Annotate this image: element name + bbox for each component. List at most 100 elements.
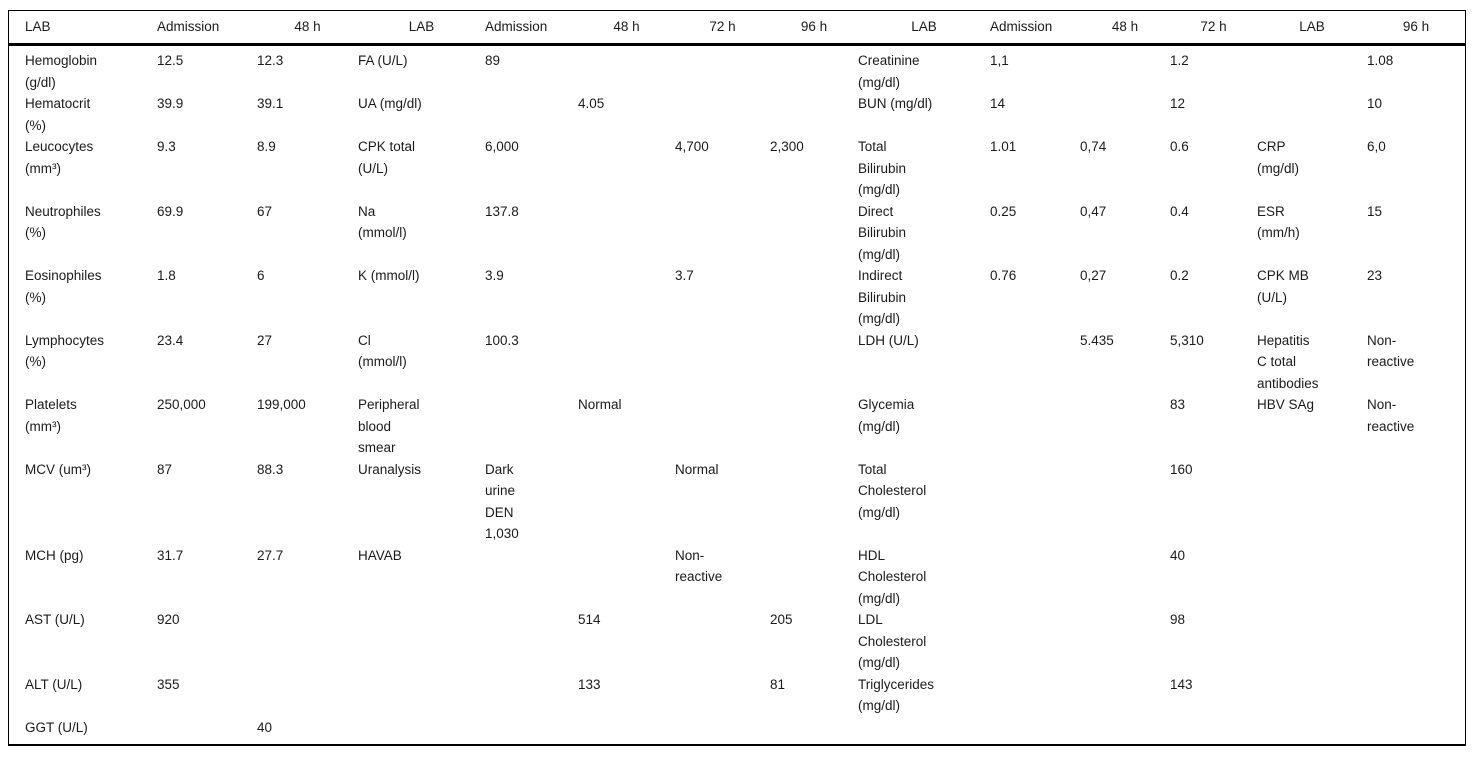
lab-cell	[1080, 609, 1170, 674]
lab-cell	[358, 674, 485, 717]
lab-cell	[1257, 609, 1367, 674]
lab-cell: 8.9	[257, 139, 276, 154]
lab-cell: K (mmol/l)	[358, 268, 420, 283]
lab-cell: Platelets (mm³)	[25, 397, 77, 434]
lab-table-body: Hemoglobin (g/dl) 12.5 12.3 FA (U/L) 89 Creat…	[9, 45, 1465, 745]
lab-row: GGT (U/L) 40	[9, 717, 1465, 745]
lab-cell	[675, 93, 770, 136]
lab-cell: 9.3	[157, 139, 176, 154]
lab-cell: Total Bilirubin (mg/dl)	[858, 139, 907, 197]
column-header: LAB	[358, 11, 485, 46]
lab-cell: 14	[990, 96, 1006, 111]
lab-cell: CPK MB (U/L)	[1257, 268, 1309, 305]
header-row: LAB Admission 48 h LAB Admission 48 h 72 h 96 h…	[9, 11, 1465, 46]
lab-cell: Hemoglobin (g/dl)	[25, 53, 98, 90]
column-header: LAB	[9, 11, 157, 46]
lab-cell: Hepatitis C total antibodies	[1257, 332, 1319, 391]
lab-cell: Direct Bilirubin (mg/dl)	[858, 203, 907, 262]
column-header: 48 h	[578, 11, 675, 46]
lab-cell: ALT (U/L)	[25, 676, 83, 692]
lab-cell	[675, 330, 770, 395]
lab-cell: 12	[1170, 96, 1186, 111]
lab-cell: 89	[485, 53, 501, 68]
lab-cell	[1257, 93, 1367, 136]
column-header: LAB	[1257, 11, 1367, 46]
lab-cell	[675, 201, 770, 266]
lab-cell: CPK total (U/L)	[358, 139, 416, 176]
lab-cell: Total Cholesterol (mg/dl)	[858, 461, 927, 520]
lab-cell: 23	[1367, 268, 1383, 283]
lab-cell	[1367, 609, 1465, 674]
lab-row: MCH (pg) 31.7 27.7 HAVAB Non- reactive HDL Ch…	[9, 545, 1465, 610]
lab-cell: 0,74	[1080, 139, 1107, 154]
lab-cell: Leucocytes (mm³)	[25, 139, 94, 176]
lab-cell: 40	[257, 719, 273, 735]
lab-row: Platelets (mm³) 250,000 199,000 Peripheral …	[9, 394, 1465, 459]
lab-cell: 98	[1170, 612, 1186, 627]
lab-cell: Uranalysis	[358, 461, 422, 477]
lab-cell	[578, 545, 675, 610]
lab-cell: 4,700	[675, 139, 709, 154]
lab-row: Hematocrit (%) 39.9 39.1 UA (mg/dl) 4.05 BUN …	[9, 93, 1465, 136]
lab-cell: 67	[257, 203, 273, 219]
lab-row: Leucocytes (mm³) 9.3 8.9 CPK total (U/L) 6,0…	[9, 136, 1465, 201]
lab-cell: ESR (mm/h)	[1257, 203, 1300, 241]
lab-cell	[770, 394, 858, 459]
lab-cell: 0.6	[1170, 139, 1189, 154]
lab-cell	[1080, 717, 1170, 745]
lab-cell: 2,300	[770, 139, 804, 154]
lab-cell: AST (U/L)	[25, 612, 85, 627]
lab-cell	[578, 201, 675, 266]
lab-cell: 0.76	[990, 268, 1017, 283]
lab-cell	[257, 674, 358, 717]
lab-cell	[1080, 93, 1170, 136]
lab-cell	[1080, 394, 1170, 459]
lab-cell	[1367, 674, 1465, 717]
lab-cell: 0,27	[1080, 268, 1107, 283]
lab-cell: 160	[1170, 461, 1193, 477]
lab-cell: CRP (mg/dl)	[1257, 139, 1300, 176]
lab-cell: 143	[1170, 676, 1193, 692]
lab-row: AST (U/L) 920 514 205 LDL Cholesterol (mg/dl…	[9, 609, 1465, 674]
lab-cell: Normal	[578, 397, 622, 412]
lab-cell	[578, 717, 675, 745]
lab-cell: 69.9	[157, 203, 184, 219]
lab-cell: 3.7	[675, 268, 694, 283]
lab-cell: Indirect Bilirubin (mg/dl)	[858, 268, 907, 326]
lab-cell: UA (mg/dl)	[358, 96, 422, 111]
lab-cell	[858, 717, 990, 745]
lab-cell: 81	[770, 676, 786, 692]
lab-cell: Non- reactive	[1367, 397, 1415, 434]
lab-cell: MCV (um³)	[25, 461, 91, 477]
lab-cell: 514	[578, 612, 601, 627]
lab-cell	[485, 609, 578, 674]
lab-cell: 10	[1367, 96, 1383, 111]
lab-cell: 1.01	[990, 139, 1017, 154]
lab-cell	[1080, 45, 1170, 94]
lab-row: Hemoglobin (g/dl) 12.5 12.3 FA (U/L) 89 Creat…	[9, 45, 1465, 94]
lab-cell: 27	[257, 332, 273, 348]
lab-cell: 15	[1367, 203, 1383, 219]
lab-cell	[990, 545, 1080, 610]
lab-cell: 87	[157, 461, 173, 477]
lab-cell: Na (mmol/l)	[358, 203, 407, 241]
lab-cell: HDL Cholesterol (mg/dl)	[858, 547, 927, 606]
lab-cell: 12.3	[257, 53, 284, 68]
lab-cell	[1257, 674, 1367, 717]
lab-cell	[990, 609, 1080, 674]
lab-cell	[485, 394, 578, 459]
lab-cell	[770, 545, 858, 610]
lab-cell	[675, 674, 770, 717]
lab-cell	[485, 545, 578, 610]
lab-cell: 12.5	[157, 53, 184, 68]
lab-cell: Hematocrit (%)	[25, 96, 91, 133]
lab-cell: HBV SAg	[1257, 397, 1315, 412]
lab-row: MCV (um³) 87 88.3 Uranalysis Dark urine DEN …	[9, 459, 1465, 545]
lab-cell	[675, 45, 770, 94]
lab-cell: 83	[1170, 397, 1186, 412]
lab-cell: 6,000	[485, 139, 519, 154]
lab-cell: 0.25	[990, 203, 1017, 219]
lab-cell	[257, 609, 358, 674]
lab-cell	[990, 717, 1080, 745]
lab-cell	[990, 459, 1080, 545]
